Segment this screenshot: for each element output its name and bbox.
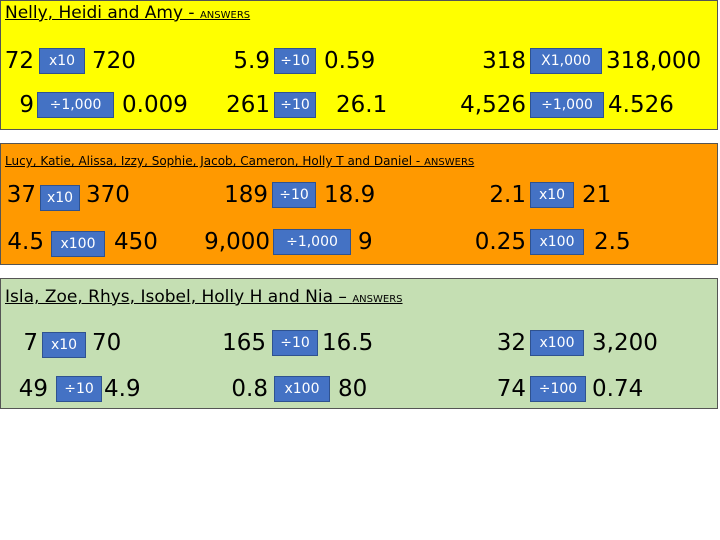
operation-box: x10 — [530, 182, 574, 208]
answer-number: 3,200 — [592, 330, 658, 356]
answer-number: 16.5 — [322, 330, 374, 356]
answer-number: 4.9 — [104, 376, 141, 402]
input-number: 32 — [496, 330, 526, 356]
answer-number: 720 — [92, 48, 136, 74]
operation-box: x10 — [39, 48, 85, 74]
answer-number: 0.59 — [324, 48, 376, 74]
operation-box: ÷100 — [530, 376, 586, 402]
group-names: Nelly, Heidi and Amy - — [5, 3, 200, 23]
operation-box: x10 — [40, 185, 80, 211]
input-number: 318 — [482, 48, 526, 74]
operation-box: x100 — [530, 330, 584, 356]
answers-label: ANSWERS — [199, 10, 251, 21]
input-number: 37 — [6, 182, 36, 208]
answer-number: 370 — [86, 182, 130, 208]
input-number: 74 — [496, 376, 526, 402]
answers-label: ANSWERS — [424, 157, 475, 168]
answer-number: 18.9 — [324, 182, 376, 208]
operation-box: X1,000 — [530, 48, 602, 74]
operation-box: ÷1,000 — [37, 92, 114, 118]
answer-number: 70 — [92, 330, 122, 356]
group-title: Isla, Zoe, Rhys, Isobel, Holly H and Nia… — [5, 287, 403, 307]
input-number: 4,526 — [460, 92, 526, 118]
input-number: 261 — [226, 92, 270, 118]
answer-number: 318,000 — [606, 48, 702, 74]
input-number: 0.25 — [474, 229, 526, 255]
input-number: 9,000 — [204, 229, 270, 255]
answer-number: 21 — [582, 182, 612, 208]
input-number: 49 — [18, 376, 48, 402]
operation-box: x100 — [51, 231, 105, 257]
group-title: Lucy, Katie, Alissa, Izzy, Sophie, Jacob… — [5, 150, 474, 169]
operation-box: ÷1,000 — [273, 229, 351, 255]
answer-number: 80 — [338, 376, 368, 402]
answer-number: 0.74 — [592, 376, 644, 402]
operation-box: ÷10 — [272, 182, 316, 208]
input-number: 189 — [224, 182, 268, 208]
answers-label: ANSWERS — [352, 294, 403, 305]
group-panel-2: Lucy, Katie, Alissa, Izzy, Sophie, Jacob… — [0, 143, 718, 265]
group-panel-3: Isla, Zoe, Rhys, Isobel, Holly H and Nia… — [0, 278, 718, 409]
operation-box: ÷10 — [56, 376, 102, 402]
operation-box: ÷10 — [274, 48, 316, 74]
operation-box: x10 — [42, 332, 86, 358]
operation-box: ÷10 — [274, 92, 316, 118]
input-number: 2.1 — [489, 182, 526, 208]
answer-number: 2.5 — [594, 229, 631, 255]
answer-number: 0.009 — [122, 92, 188, 118]
input-number: 72 — [4, 48, 34, 74]
input-number: 7 — [23, 330, 38, 356]
input-number: 165 — [222, 330, 266, 356]
answer-number: 9 — [358, 229, 373, 255]
operation-box: x100 — [530, 229, 584, 255]
operation-box: x100 — [274, 376, 330, 402]
group-names: Isla, Zoe, Rhys, Isobel, Holly H and Nia… — [5, 287, 353, 307]
answer-number: 450 — [114, 229, 158, 255]
input-number: 0.8 — [231, 376, 268, 402]
group-names: Lucy, Katie, Alissa, Izzy, Sophie, Jacob… — [5, 154, 425, 168]
input-number: 5.9 — [233, 48, 270, 74]
group-title: Nelly, Heidi and Amy - ANSWERS — [5, 3, 250, 23]
operation-box: ÷1,000 — [530, 92, 604, 118]
operation-box: ÷10 — [272, 330, 318, 356]
input-number: 9 — [19, 92, 34, 118]
answer-number: 26.1 — [336, 92, 388, 118]
answer-number: 4.526 — [608, 92, 674, 118]
input-number: 4.5 — [7, 229, 44, 255]
